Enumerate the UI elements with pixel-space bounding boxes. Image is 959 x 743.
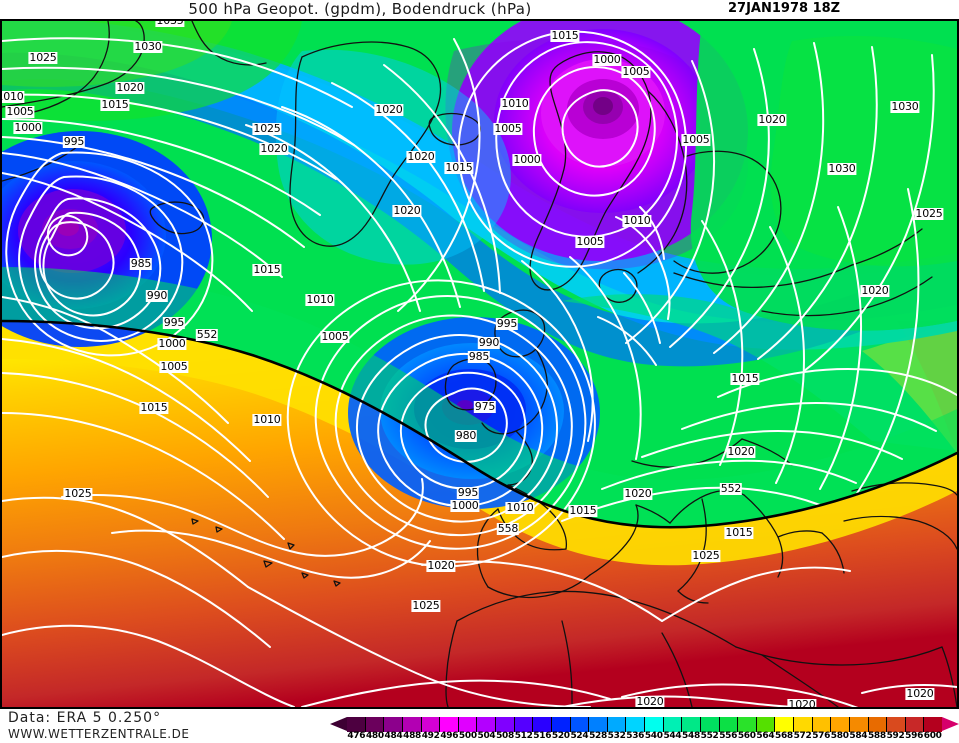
colorbar-tick-label: 580 <box>830 731 849 741</box>
colorbar-cell <box>738 717 757 732</box>
colorbar-tick-label: 492 <box>421 731 440 741</box>
colorbar-cell <box>458 717 478 732</box>
colorbar-tick-label: 560 <box>737 731 756 741</box>
site-url-label: WWW.WETTERZENTRALE.DE <box>8 727 190 741</box>
colorbar-tick-label: 512 <box>514 731 533 741</box>
colorbar: 476 480 484 488 492 496 500 504 508 512 516 520 524 5… <box>330 712 959 741</box>
colorbar-cells <box>347 717 942 732</box>
colorbar-tick-label: 596 <box>905 731 924 741</box>
colorbar-high-cap <box>942 717 959 732</box>
colorbar-cell <box>812 717 832 732</box>
map-panel[interactable]: 1035103010151000100510251020101010151005… <box>0 19 959 709</box>
colorbar-tick-label: 588 <box>867 731 886 741</box>
colorbar-tick-label: 484 <box>384 731 403 741</box>
colorbar-cell <box>496 717 515 732</box>
colorbar-cell <box>905 717 925 732</box>
colorbar-tick-label: 488 <box>403 731 422 741</box>
data-source-label: Data: ERA 5 0.250° <box>8 710 162 726</box>
map-header: 500 hPa Geopot. (gpdm), Bodendruck (hPa)… <box>0 0 959 19</box>
colorbar-tick-label: 496 <box>440 731 459 741</box>
colorbar-cell <box>849 717 869 732</box>
colorbar-cell <box>626 717 645 732</box>
colorbar-tick-label: 552 <box>700 731 719 741</box>
colorbar-cell <box>756 717 776 732</box>
colorbar-tick-label: 600 <box>923 731 942 741</box>
colorbar-cell <box>775 717 794 732</box>
colorbar-cell <box>384 717 403 732</box>
colorbar-tick-label: 532 <box>607 731 626 741</box>
colorbar-cell <box>589 717 608 732</box>
colorbar-tick-label: 504 <box>477 731 496 741</box>
colorbar-tick-label: 568 <box>775 731 793 741</box>
colorbar-tick-labels: 476 480 484 488 492 496 500 504 508 512 516 520 524 5… <box>347 731 942 743</box>
colorbar-tick-label: 528 <box>589 731 607 741</box>
colorbar-tick-label: 544 <box>663 731 682 741</box>
colorbar-cell <box>868 717 888 732</box>
colorbar-tick-label: 536 <box>626 731 645 741</box>
page-title: 500 hPa Geopot. (gpdm), Bodendruck (hPa) <box>188 0 532 18</box>
colorbar-tick-label: 540 <box>644 731 663 741</box>
colorbar-cell <box>477 717 496 732</box>
colorbar-cell <box>533 717 552 732</box>
colorbar-cell <box>719 717 739 732</box>
geopotential-552-contour <box>2 319 957 529</box>
colorbar-cell <box>645 717 664 732</box>
colorbar-tick-label: 508 <box>496 731 514 741</box>
map-canvas <box>2 21 957 707</box>
colorbar-tick-label: 592 <box>886 731 905 741</box>
colorbar-cell <box>421 717 441 732</box>
colorbar-low-cap <box>330 717 347 732</box>
map-datestamp: 27JAN1978 18Z <box>728 1 841 16</box>
colorbar-tick-label: 500 <box>458 731 477 741</box>
colorbar-cell <box>663 717 683 732</box>
colorbar-tick-label: 564 <box>756 731 775 741</box>
colorbar-cell <box>794 717 813 732</box>
colorbar-tick-label: 480 <box>365 731 384 741</box>
colorbar-cell <box>551 717 571 732</box>
colorbar-cell <box>607 717 627 732</box>
colorbar-cell <box>347 717 366 732</box>
colorbar-cell <box>365 717 385 732</box>
colorbar-cell <box>402 717 422 732</box>
colorbar-tick-label: 584 <box>849 731 868 741</box>
colorbar-cell <box>440 717 459 732</box>
colorbar-tick-label: 572 <box>793 731 812 741</box>
colorbar-strip <box>330 717 959 732</box>
colorbar-cell <box>682 717 701 732</box>
colorbar-tick-label: 520 <box>551 731 570 741</box>
pressure-isobars <box>2 30 957 707</box>
colorbar-tick-label: 576 <box>812 731 831 741</box>
colorbar-tick-label: 548 <box>682 731 700 741</box>
colorbar-cell <box>924 717 942 732</box>
colorbar-tick-label: 524 <box>570 731 589 741</box>
colorbar-tick-label: 476 <box>347 731 366 741</box>
colorbar-cell <box>570 717 590 732</box>
colorbar-tick-label: 516 <box>533 731 552 741</box>
colorbar-tick-label: 556 <box>719 731 738 741</box>
colorbar-cell <box>514 717 534 732</box>
colorbar-cell <box>887 717 906 732</box>
colorbar-cell <box>831 717 850 732</box>
colorbar-cell <box>700 717 720 732</box>
